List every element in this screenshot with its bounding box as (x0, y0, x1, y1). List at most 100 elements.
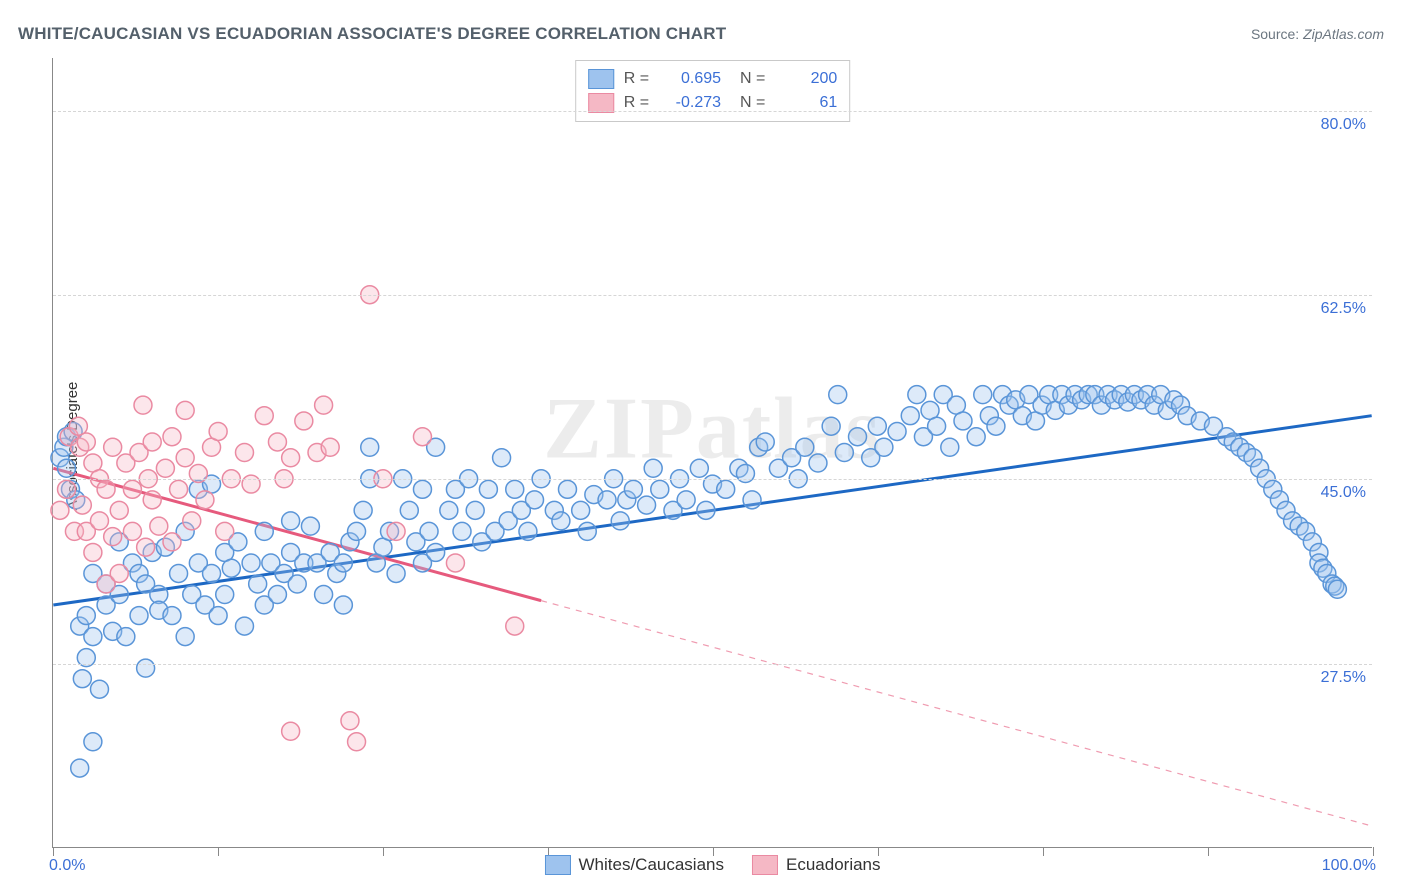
point-whites (222, 559, 240, 577)
point-whites (611, 512, 629, 530)
point-whites (835, 444, 853, 462)
point-whites (888, 422, 906, 440)
point-ecuadorians (321, 438, 339, 456)
x-tick (1373, 847, 1374, 856)
point-whites (163, 607, 181, 625)
gridline (53, 479, 1372, 480)
point-whites (954, 412, 972, 430)
point-whites (117, 628, 135, 646)
point-whites (413, 480, 431, 498)
point-whites (868, 417, 886, 435)
source-attribution: Source: ZipAtlas.com (1251, 26, 1384, 42)
point-ecuadorians (123, 480, 141, 498)
point-whites (743, 491, 761, 509)
point-ecuadorians (176, 401, 194, 419)
point-whites (73, 670, 91, 688)
point-ecuadorians (446, 554, 464, 572)
point-ecuadorians (90, 512, 108, 530)
point-ecuadorians (110, 501, 128, 519)
point-whites (301, 517, 319, 535)
point-ecuadorians (295, 412, 313, 430)
legend-swatch-ecuadorians (752, 855, 778, 875)
point-ecuadorians (77, 433, 95, 451)
point-whites (71, 759, 89, 777)
point-ecuadorians (413, 428, 431, 446)
point-ecuadorians (183, 512, 201, 530)
point-whites (651, 480, 669, 498)
point-whites (77, 607, 95, 625)
point-whites (578, 522, 596, 540)
y-tick-label: 80.0% (1321, 116, 1366, 134)
legend-bottom-item-1: Whites/Caucasians (544, 855, 724, 875)
point-ecuadorians (209, 422, 227, 440)
point-ecuadorians (163, 428, 181, 446)
legend-bottom-item-2: Ecuadorians (752, 855, 881, 875)
chart-container: WHITE/CAUCASIAN VS ECUADORIAN ASSOCIATE'… (0, 0, 1406, 892)
point-whites (558, 480, 576, 498)
point-whites (440, 501, 458, 519)
point-ecuadorians (97, 480, 115, 498)
point-whites (249, 575, 267, 593)
legend-bottom: Whites/Caucasians Ecuadorians (544, 855, 880, 875)
point-whites (203, 564, 221, 582)
point-ecuadorians (196, 491, 214, 509)
point-whites (572, 501, 590, 519)
point-ecuadorians (51, 501, 69, 519)
point-ecuadorians (150, 517, 168, 535)
y-tick-label: 62.5% (1321, 300, 1366, 318)
y-tick-label: 45.0% (1321, 484, 1366, 502)
point-ecuadorians (170, 480, 188, 498)
point-ecuadorians (282, 449, 300, 467)
point-whites (901, 407, 919, 425)
legend-swatch-whites (544, 855, 570, 875)
y-tick-label: 27.5% (1321, 669, 1366, 687)
point-whites (315, 586, 333, 604)
point-ecuadorians (143, 433, 161, 451)
point-whites (598, 491, 616, 509)
point-ecuadorians (255, 407, 273, 425)
point-ecuadorians (506, 617, 524, 635)
point-ecuadorians (137, 538, 155, 556)
point-ecuadorians (134, 396, 152, 414)
point-whites (624, 480, 642, 498)
point-ecuadorians (348, 733, 366, 751)
point-whites (697, 501, 715, 519)
x-tick (53, 847, 54, 856)
legend-label-whites: Whites/Caucasians (578, 855, 724, 875)
x-tick (218, 847, 219, 856)
point-whites (209, 607, 227, 625)
point-ecuadorians (176, 449, 194, 467)
point-whites (928, 417, 946, 435)
point-whites (552, 512, 570, 530)
legend-label-ecuadorians: Ecuadorians (786, 855, 881, 875)
point-ecuadorians (156, 459, 174, 477)
point-whites (137, 659, 155, 677)
point-whites (875, 438, 893, 456)
point-whites (453, 522, 471, 540)
point-whites (361, 438, 379, 456)
point-whites (282, 512, 300, 530)
point-whites (506, 480, 524, 498)
point-whites (941, 438, 959, 456)
point-whites (526, 491, 544, 509)
x-tick (1043, 847, 1044, 856)
point-whites (519, 522, 537, 540)
point-whites (908, 386, 926, 404)
gridline (53, 295, 1372, 296)
point-whites (644, 459, 662, 477)
point-whites (354, 501, 372, 519)
point-ecuadorians (163, 533, 181, 551)
point-whites (796, 438, 814, 456)
point-whites (90, 680, 108, 698)
point-whites (690, 459, 708, 477)
point-ecuadorians (315, 396, 333, 414)
point-ecuadorians (341, 712, 359, 730)
point-whites (967, 428, 985, 446)
source-name: ZipAtlas.com (1303, 26, 1384, 42)
point-whites (822, 417, 840, 435)
point-whites (58, 459, 76, 477)
point-ecuadorians (387, 522, 405, 540)
point-ecuadorians (242, 475, 260, 493)
point-ecuadorians (143, 491, 161, 509)
point-ecuadorians (268, 433, 286, 451)
